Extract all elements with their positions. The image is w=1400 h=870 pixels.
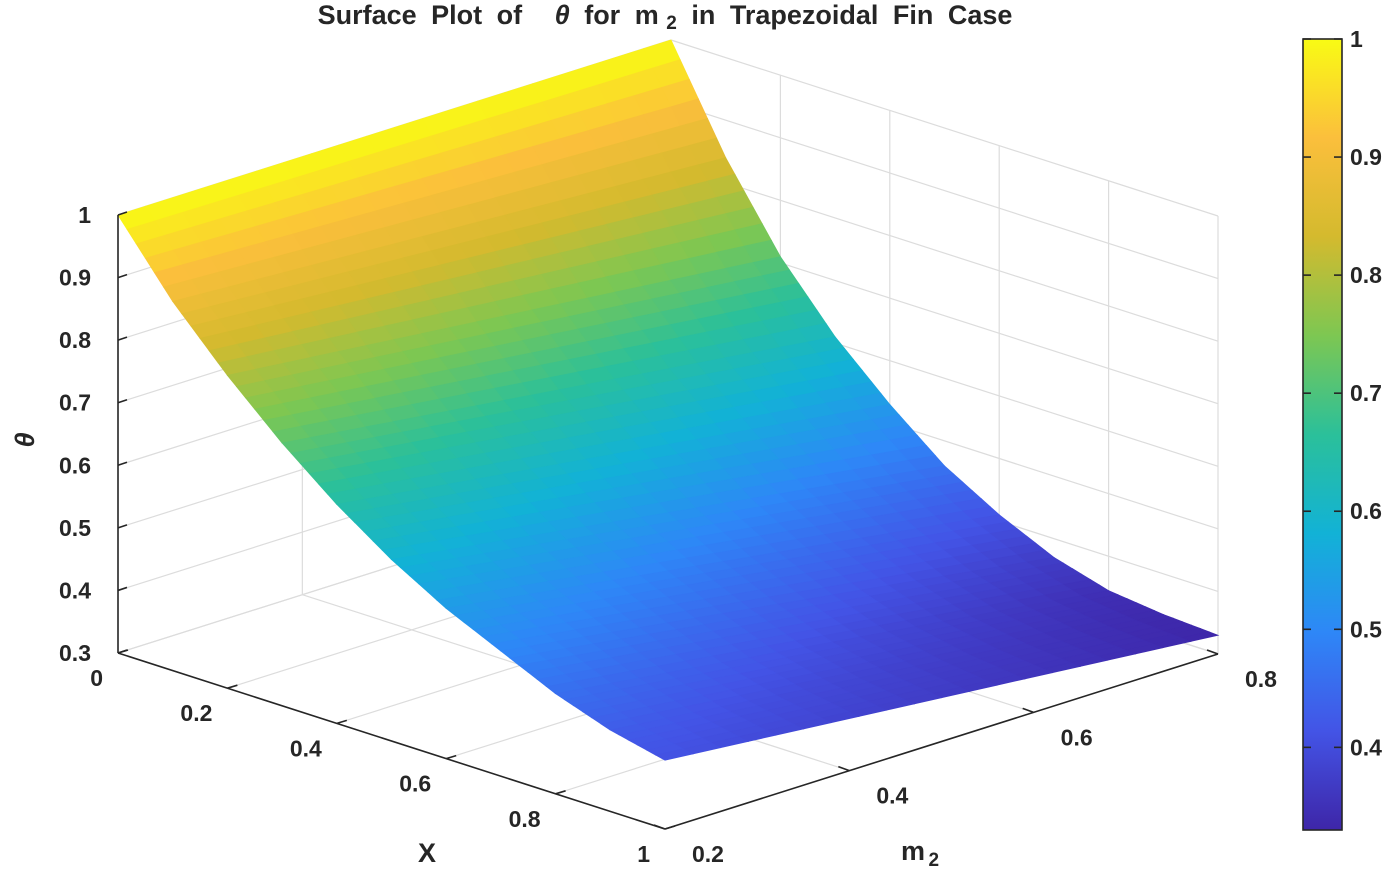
colorbar-tick-label: 0.4: [1350, 734, 1382, 760]
x-tick-label: 0.6: [399, 771, 431, 797]
m2-tick-label: 0.4: [876, 783, 908, 809]
x-tick-label: 0.4: [290, 735, 322, 761]
title-suffix: in Trapezoidal Fin Case: [691, 0, 1012, 30]
m2-axis-line: [664, 653, 1219, 830]
colorbar-tick-label: 0.5: [1350, 616, 1382, 642]
z-tick-label: 0.3: [59, 640, 91, 666]
x-tick-label: 0: [90, 665, 103, 691]
m2-axis-label-main: m: [901, 836, 925, 866]
colorbar: 0.4 0.5 0.6 0.7 0.8 0.9 1: [1302, 26, 1382, 831]
surface-patch: [654, 748, 694, 761]
grid-line: [670, 164, 1219, 342]
theta-axis-tick: [117, 336, 128, 341]
theta-axis-tick: [117, 273, 128, 279]
m2-axis-tick: [1206, 649, 1219, 655]
colorbar-ticks: [1303, 38, 1342, 749]
m2-axis-tick: [653, 824, 666, 830]
x-tick-label: 0.2: [180, 700, 212, 726]
x-tick-label: 0.8: [509, 806, 541, 832]
title-prefix: Surface Plot of: [318, 0, 524, 30]
colorbar-tick-label: 0.8: [1350, 262, 1382, 288]
x-axis-tick: [227, 684, 238, 689]
x-axis-tick: [117, 649, 129, 654]
x-axis-line: [117, 652, 666, 830]
x-axis-tick: [664, 825, 676, 830]
z-tick-label: 0.6: [59, 452, 91, 478]
colorbar-tick-label: 0.9: [1350, 144, 1382, 170]
title-for: for: [584, 0, 620, 30]
theta-axis-tick: [117, 211, 128, 216]
colorbar-tick-label: 0.7: [1350, 380, 1382, 406]
z-tick-label: 0.5: [59, 515, 91, 541]
grid-line: [670, 39, 1219, 217]
z-tick-label: 0.8: [59, 327, 91, 353]
x-axis-label: X: [418, 838, 436, 868]
axes: [117, 211, 1219, 830]
z-tick-label: 0.7: [59, 390, 91, 416]
m2-axis-label: m 2: [901, 836, 939, 870]
theta-axis-tick: [117, 524, 128, 529]
z-tick-label: 0.4: [59, 577, 91, 603]
theta-axis-label: θ: [10, 432, 40, 447]
m2-tick-label: 0.8: [1245, 666, 1277, 692]
colorbar-tick-label: 0.6: [1350, 498, 1382, 524]
x-axis-tick: [555, 790, 566, 795]
colorbar-tick-label: 1: [1350, 26, 1363, 52]
surface: [117, 39, 1220, 761]
z-tick-label: 0.9: [59, 265, 91, 291]
title-var: m: [635, 0, 659, 30]
x-axis-tick: [445, 754, 457, 760]
colorbar-fill: [1302, 38, 1343, 831]
theta-axis-tick: [117, 461, 128, 467]
x-axis-tick: [336, 719, 348, 725]
title-var-sub: 2: [666, 13, 677, 34]
m2-axis-tick: [1022, 707, 1034, 714]
chart-title: Surface Plot of θ for m 2 in Trapezoidal…: [318, 0, 1013, 35]
m2-tick-label: 0.6: [1061, 724, 1093, 750]
m2-axis-tick: [838, 765, 850, 772]
x-tick-label: 1: [637, 841, 650, 867]
m2-axis-label-sub: 2: [928, 850, 939, 870]
colorbar-tick-labels: 0.4 0.5 0.6 0.7 0.8 0.9 1: [1350, 26, 1382, 760]
theta-axis-tick: [117, 398, 128, 404]
m2-tick-labels: 0.2 0.4 0.6 0.8: [692, 666, 1277, 867]
theta-axis-tick: [117, 586, 128, 592]
z-tick-labels: 0.3 0.4 0.5 0.6 0.7 0.8 0.9 1: [59, 202, 91, 666]
grid-line: [670, 102, 1219, 280]
x-tick-labels: 0 0.2 0.4 0.6 0.8 1: [90, 665, 650, 867]
z-tick-label: 1: [78, 202, 91, 228]
title-theta-symbol: θ: [555, 0, 570, 30]
m2-tick-label: 0.2: [692, 841, 724, 867]
